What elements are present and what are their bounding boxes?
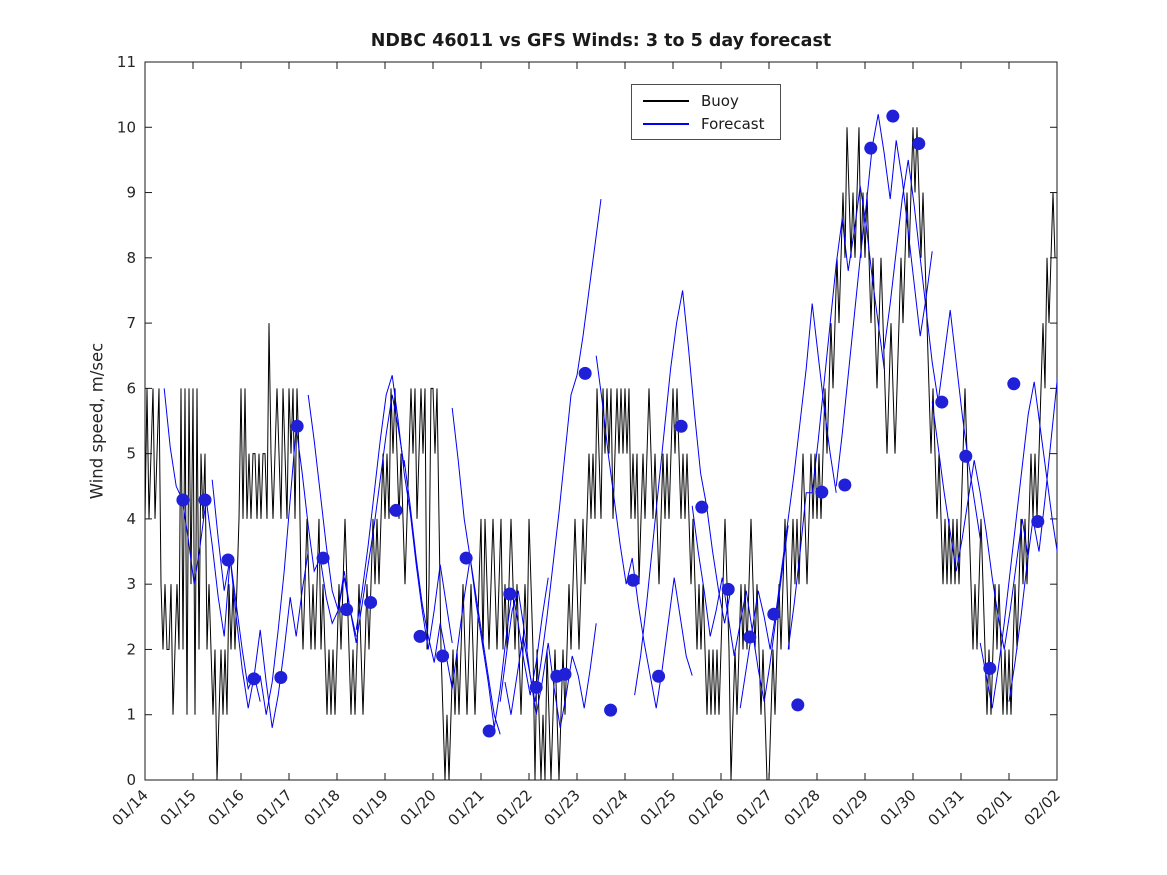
svg-text:5: 5 bbox=[126, 445, 136, 463]
svg-text:2: 2 bbox=[126, 640, 136, 658]
svg-text:11: 11 bbox=[117, 53, 136, 71]
svg-text:01/20: 01/20 bbox=[397, 786, 440, 829]
forecast-markers bbox=[176, 109, 1045, 738]
legend-item-forecast: Forecast bbox=[632, 112, 780, 135]
svg-text:01/25: 01/25 bbox=[637, 786, 680, 829]
legend-item-buoy: Buoy bbox=[632, 89, 780, 112]
svg-text:01/21: 01/21 bbox=[445, 786, 488, 829]
svg-text:4: 4 bbox=[126, 510, 136, 528]
svg-text:01/23: 01/23 bbox=[541, 786, 584, 829]
svg-text:01/14: 01/14 bbox=[109, 786, 152, 829]
svg-text:02/02: 02/02 bbox=[1021, 786, 1064, 829]
svg-text:01/28: 01/28 bbox=[781, 786, 824, 829]
svg-text:01/22: 01/22 bbox=[493, 786, 536, 829]
svg-text:8: 8 bbox=[126, 249, 136, 267]
y-axis-label: Wind speed, m/sec bbox=[87, 342, 107, 500]
svg-text:01/19: 01/19 bbox=[349, 786, 392, 829]
buoy-series-line bbox=[145, 127, 1056, 780]
svg-text:01/30: 01/30 bbox=[877, 786, 920, 829]
legend: Buoy Forecast bbox=[631, 84, 782, 140]
page-title: NDBC 46011 vs GFS Winds: 3 to 5 day fore… bbox=[370, 31, 832, 51]
svg-text:01/15: 01/15 bbox=[157, 786, 200, 829]
svg-text:01/31: 01/31 bbox=[925, 786, 968, 829]
svg-text:10: 10 bbox=[117, 118, 136, 136]
svg-text:6: 6 bbox=[126, 379, 136, 397]
legend-label-buoy: Buoy bbox=[701, 91, 739, 110]
forecast-line-swatch bbox=[643, 122, 689, 125]
svg-text:01/17: 01/17 bbox=[253, 786, 296, 829]
svg-text:01/18: 01/18 bbox=[301, 786, 344, 829]
svg-text:3: 3 bbox=[126, 575, 136, 593]
svg-text:01/27: 01/27 bbox=[733, 786, 776, 829]
svg-text:01/29: 01/29 bbox=[829, 786, 872, 829]
svg-text:01/26: 01/26 bbox=[685, 786, 728, 829]
svg-text:7: 7 bbox=[126, 314, 136, 332]
svg-text:01/16: 01/16 bbox=[205, 786, 248, 829]
buoy-line-swatch bbox=[643, 99, 689, 102]
svg-text:0: 0 bbox=[126, 771, 136, 789]
svg-text:01/24: 01/24 bbox=[589, 786, 632, 829]
svg-text:1: 1 bbox=[126, 706, 136, 724]
svg-text:02/01: 02/01 bbox=[973, 786, 1016, 829]
legend-label-forecast: Forecast bbox=[701, 114, 765, 133]
forecast-series-lines bbox=[163, 114, 1057, 735]
svg-text:9: 9 bbox=[126, 184, 136, 202]
